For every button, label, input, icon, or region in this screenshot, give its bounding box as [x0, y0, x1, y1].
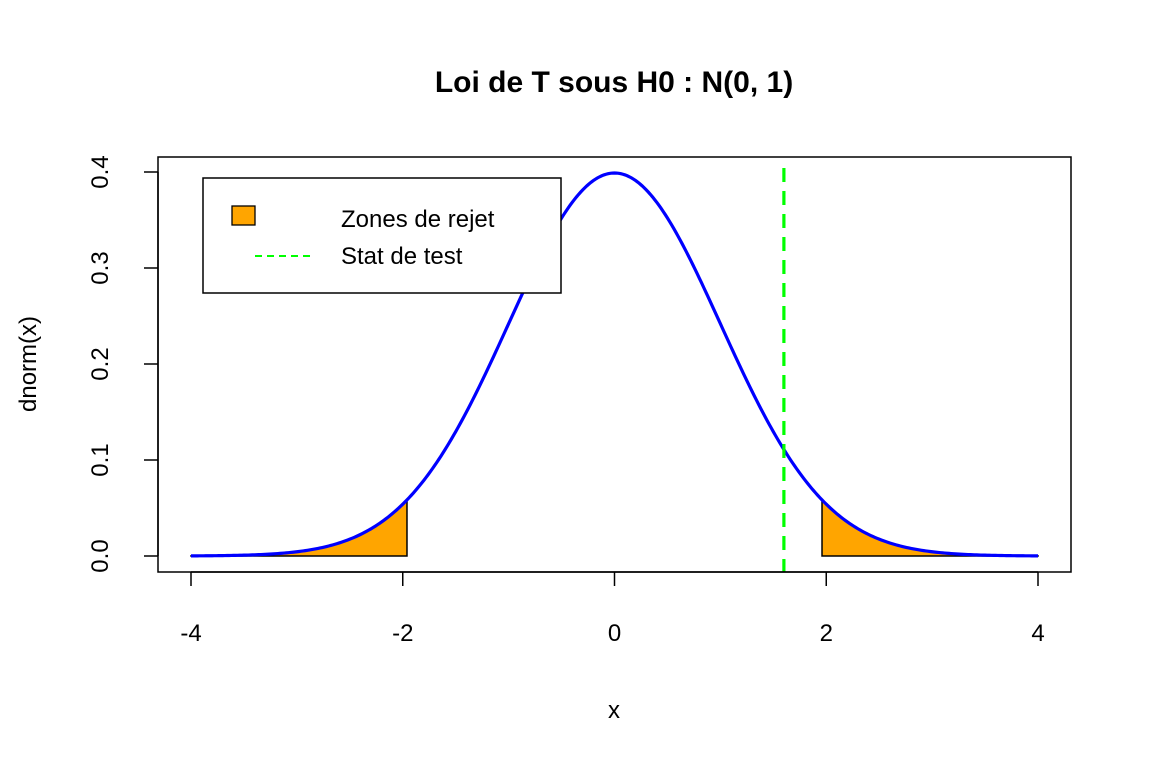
chart-title: Loi de T sous H0 : N(0, 1)	[435, 66, 793, 99]
x-axis-label: x	[608, 697, 620, 724]
y-tick-label: 0.2	[87, 347, 114, 380]
legend-box	[202, 177, 562, 294]
y-tick-label: 0.3	[87, 251, 114, 284]
x-axis: -4 -2 0 2 4	[180, 571, 1045, 647]
y-tick-label: 0.1	[87, 443, 114, 476]
y-tick-label: 0.0	[87, 539, 114, 572]
y-axis: 0.0 0.1 0.2 0.3 0.4	[87, 155, 159, 573]
x-tick-label: -4	[180, 620, 201, 647]
legend-label-stat: Stat de test	[341, 243, 463, 270]
legend: Zones de rejet Stat de test	[202, 177, 562, 294]
curve-layer	[190, 171, 1039, 558]
legend-label-zones: Zones de rejet	[341, 206, 495, 233]
x-tick-label: 2	[820, 620, 833, 647]
x-tick-label: 4	[1031, 620, 1044, 647]
y-tick-label: 0.4	[87, 155, 114, 188]
x-tick-label: -2	[392, 620, 413, 647]
x-tick-label: 0	[608, 620, 621, 647]
legend-swatch-zones	[231, 205, 256, 226]
y-axis-label: dnorm(x)	[15, 316, 42, 412]
density-curve	[190, 171, 1039, 558]
